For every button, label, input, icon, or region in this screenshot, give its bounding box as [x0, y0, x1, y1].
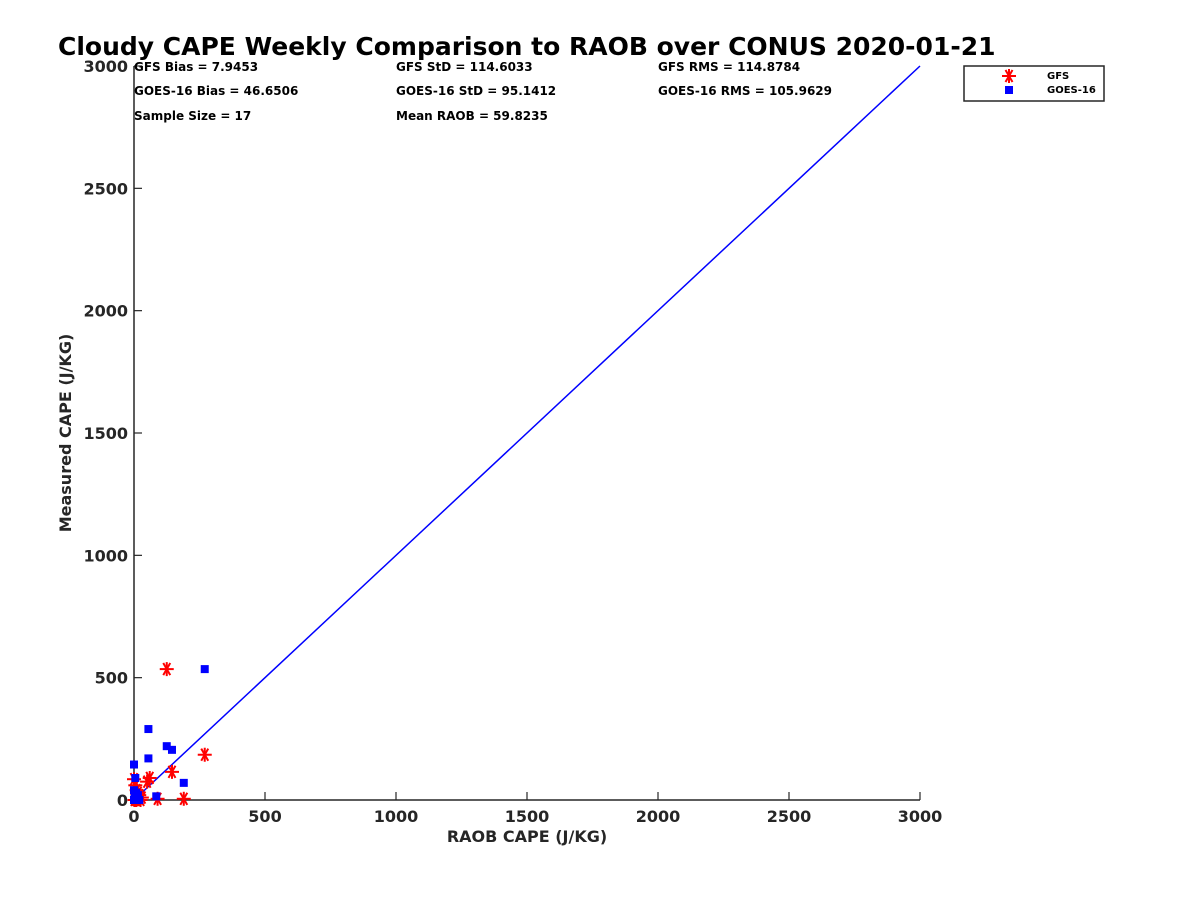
- reference-line-group: [133, 65, 921, 801]
- statistics-annotations: GFS Bias = 7.9453 GFS StD = 114.6033 GFS…: [134, 60, 832, 123]
- stat-goes-rms: GOES-16 RMS = 105.9629: [658, 84, 832, 98]
- goes16-point: [130, 760, 138, 769]
- y-tick-label: 1500: [83, 424, 128, 443]
- goes16-point: [131, 773, 140, 782]
- y-tick-label: 3000: [83, 57, 128, 76]
- stat-gfs-std: GFS StD = 114.6033: [396, 60, 533, 74]
- y-axis-label: Measured CAPE (J/KG): [56, 334, 75, 533]
- gfs-point: [197, 747, 212, 762]
- x-tick-label: 1500: [505, 807, 550, 826]
- legend-gfs-marker: [1002, 69, 1016, 83]
- x-tick-label: 2500: [767, 807, 812, 826]
- goes16-point: [167, 745, 176, 754]
- y-tick-label: 0: [117, 791, 128, 810]
- stat-goes-bias: GOES-16 Bias = 46.6506: [134, 84, 298, 98]
- stat-gfs-rms: GFS RMS = 114.8784: [658, 60, 800, 74]
- x-tick-label: 1000: [374, 807, 419, 826]
- legend: GFS GOES-16: [963, 65, 1105, 102]
- goes16-point: [135, 796, 144, 804]
- stat-mean-raob: Mean RAOB = 59.8235: [396, 109, 548, 123]
- legend-goes16-symbol: [1005, 86, 1013, 94]
- gfs-point: [140, 774, 155, 789]
- x-tick-label: 3000: [898, 807, 943, 826]
- gfs-point: [176, 791, 191, 806]
- goes16-point: [131, 791, 140, 800]
- legend-box: [963, 65, 1105, 102]
- y-tick-label: 2000: [83, 302, 128, 321]
- goes16-point: [162, 742, 171, 751]
- stat-gfs-bias: GFS Bias = 7.9453: [134, 60, 258, 74]
- x-tick-label: 0: [128, 807, 139, 826]
- data-points: [127, 662, 212, 807]
- goes16-point: [152, 792, 161, 801]
- x-axis-label: RAOB CAPE (J/KG): [447, 827, 607, 846]
- legend-gfs-label: GFS: [1047, 71, 1069, 82]
- y-tick-label: 500: [95, 669, 128, 688]
- legend-goes16-label: GOES-16: [1047, 85, 1096, 96]
- gfs-point: [159, 662, 174, 677]
- legend-gfs-symbol: [1002, 69, 1016, 83]
- legend-goes16-marker: [1005, 86, 1013, 94]
- y-tick-label: 1000: [83, 546, 128, 565]
- chart-title: Cloudy CAPE Weekly Comparison to RAOB ov…: [58, 32, 996, 61]
- stat-goes-std: GOES-16 StD = 95.1412: [396, 84, 556, 98]
- axes: [133, 65, 921, 801]
- tick-labels: 0 500 1000 1500 2000 2500 3000 0 500 1000 1500 2000…: [83, 57, 942, 826]
- goes16-point: [200, 665, 209, 674]
- goes16-point: [144, 725, 153, 734]
- reference-line: [133, 65, 921, 801]
- y-tick-label: 2500: [83, 179, 128, 198]
- x-tick-label: 500: [248, 807, 281, 826]
- goes16-point: [144, 754, 153, 763]
- stat-sample-size: Sample Size = 17: [134, 109, 251, 123]
- goes16-point: [130, 796, 138, 804]
- x-tick-label: 2000: [636, 807, 681, 826]
- goes16-point: [179, 778, 188, 787]
- gfs-point: [164, 764, 179, 779]
